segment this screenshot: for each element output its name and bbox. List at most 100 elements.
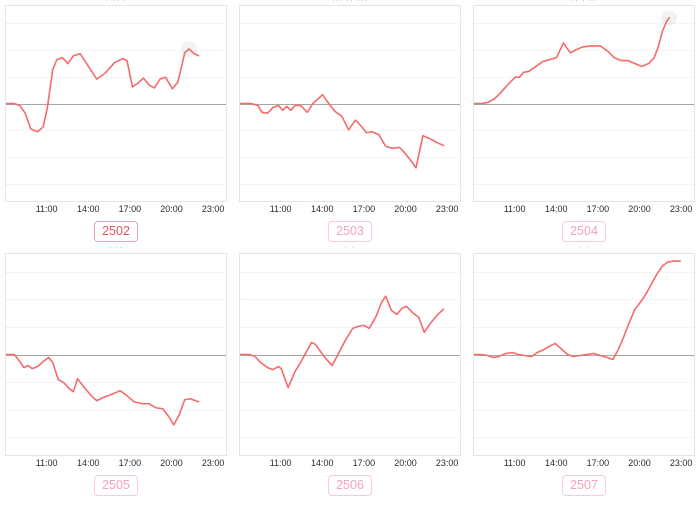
x-axis-ticks: 11:00 14:00 17:00 20:00 23:00 xyxy=(473,203,695,216)
chart-cell-2506: · · 11:00 14:00 17:00 20:00 23:00 2506 xyxy=(239,246,461,500)
chart-line xyxy=(6,49,199,132)
chart-cell-2502: · ·· · 11:00 14:00 17:00 20:00 23:00 2502 xyxy=(5,0,227,246)
chart-cell-2507: · · 11:00 14:00 17:00 20:00 23:00 2507 xyxy=(473,246,695,500)
grid-line xyxy=(474,382,694,384)
grid-line xyxy=(6,130,226,132)
chart-panel-2504[interactable] xyxy=(473,5,695,202)
grid-line xyxy=(240,76,460,78)
chart-panel-2507[interactable] xyxy=(473,253,695,456)
x-tick-label: 17:00 xyxy=(586,204,610,214)
grid-line xyxy=(240,437,460,439)
clipped-chart-title: ·· · ·· xyxy=(473,0,695,5)
badge-2507[interactable]: 2507 xyxy=(562,474,606,496)
clipped-title-text: ··· ·· ··· xyxy=(332,0,368,5)
endpoint-halo-marker xyxy=(661,9,678,26)
clipped-title-text: · · xyxy=(578,246,590,252)
chart-line xyxy=(240,95,444,168)
x-tick-label: 23:00 xyxy=(435,458,459,468)
grid-line xyxy=(474,326,694,328)
grid-line xyxy=(6,183,226,185)
clipped-title-text: ·· · ·· xyxy=(571,0,597,5)
chart-line xyxy=(240,296,444,387)
x-tick-label: 23:00 xyxy=(201,204,225,214)
grid-line xyxy=(240,382,460,384)
chart-canvas xyxy=(6,6,226,201)
x-tick-label: 17:00 xyxy=(118,458,142,468)
x-axis-ticks: 11:00 14:00 17:00 20:00 23:00 xyxy=(239,457,461,470)
x-tick-label: 14:00 xyxy=(310,458,334,468)
grid-line xyxy=(6,76,226,78)
x-tick-label: 23:00 xyxy=(201,458,225,468)
grid-line xyxy=(240,157,460,159)
x-tick-label: 17:00 xyxy=(118,204,142,214)
grid-line xyxy=(240,49,460,51)
x-tick-label: 20:00 xyxy=(628,204,651,214)
chart-canvas xyxy=(240,254,460,455)
x-tick-label: 11:00 xyxy=(503,204,526,214)
x-tick-label: 14:00 xyxy=(76,204,100,214)
zero-baseline xyxy=(474,103,694,105)
grid-line xyxy=(240,271,460,273)
grid-line xyxy=(6,299,226,301)
x-axis-ticks: 11:00 14:00 17:00 20:00 23:00 xyxy=(5,203,227,216)
grid-line xyxy=(474,130,694,132)
x-tick-label: 11:00 xyxy=(35,204,58,214)
grid-line xyxy=(474,299,694,301)
badge-row: 2507 xyxy=(473,470,695,500)
x-tick-label: 14:00 xyxy=(544,204,568,214)
zero-baseline xyxy=(240,103,460,105)
chart-panel-2503[interactable] xyxy=(239,5,461,202)
clipped-title-text: · · xyxy=(344,246,356,252)
grid-line xyxy=(474,271,694,273)
chart-panel-2506[interactable] xyxy=(239,253,461,456)
grid-line xyxy=(240,183,460,185)
badge-row: 2503 xyxy=(239,216,461,246)
chart-panel-2505[interactable] xyxy=(5,253,227,456)
clipped-chart-title: · · xyxy=(473,246,695,253)
x-tick-label: 14:00 xyxy=(310,204,334,214)
x-tick-label: 20:00 xyxy=(628,458,651,468)
zero-baseline xyxy=(240,354,460,356)
clipped-chart-title: · ·· xyxy=(5,246,227,253)
badge-row: 2506 xyxy=(239,470,461,500)
grid-line xyxy=(240,130,460,132)
badge-2506[interactable]: 2506 xyxy=(328,474,372,496)
badge-2502[interactable]: 2502 xyxy=(94,220,138,242)
grid-line xyxy=(6,382,226,384)
x-axis-ticks: 11:00 14:00 17:00 20:00 23:00 xyxy=(473,457,695,470)
x-tick-label: 11:00 xyxy=(35,458,58,468)
x-tick-label: 23:00 xyxy=(435,204,459,214)
badge-2504[interactable]: 2504 xyxy=(562,220,606,242)
badge-row: 2505 xyxy=(5,470,227,500)
grid-line xyxy=(474,49,694,51)
x-tick-label: 17:00 xyxy=(352,458,376,468)
clipped-chart-title: ··· ·· ··· xyxy=(239,0,461,5)
grid-line xyxy=(6,437,226,439)
clipped-chart-title: · ·· · xyxy=(5,0,227,5)
chart-line xyxy=(6,355,199,425)
grid-line xyxy=(6,49,226,51)
badge-2503[interactable]: 2503 xyxy=(328,220,372,242)
x-tick-label: 20:00 xyxy=(160,458,183,468)
chart-cell-2503: ··· ·· ··· 11:00 14:00 17:00 20:00 23:00 250… xyxy=(239,0,461,246)
x-tick-label: 11:00 xyxy=(269,204,292,214)
chart-cell-2504: ·· · ·· 11:00 14:00 17:00 20:00 23:00 2504 xyxy=(473,0,695,246)
grid-line xyxy=(474,76,694,78)
x-axis-ticks: 11:00 14:00 17:00 20:00 23:00 xyxy=(239,203,461,216)
chart-panel-2502[interactable] xyxy=(5,5,227,202)
badge-2505[interactable]: 2505 xyxy=(94,474,138,496)
x-tick-label: 23:00 xyxy=(669,204,693,214)
grid-line xyxy=(240,326,460,328)
grid-line xyxy=(474,183,694,185)
x-tick-label: 11:00 xyxy=(269,458,292,468)
chart-canvas xyxy=(240,6,460,201)
x-tick-label: 23:00 xyxy=(669,458,693,468)
chart-canvas xyxy=(474,254,694,455)
clipped-title-text: · ·· xyxy=(108,246,124,252)
chart-line xyxy=(474,261,680,359)
x-tick-label: 20:00 xyxy=(394,204,417,214)
grid-line xyxy=(240,299,460,301)
x-tick-label: 17:00 xyxy=(586,458,610,468)
chart-canvas xyxy=(474,6,694,201)
